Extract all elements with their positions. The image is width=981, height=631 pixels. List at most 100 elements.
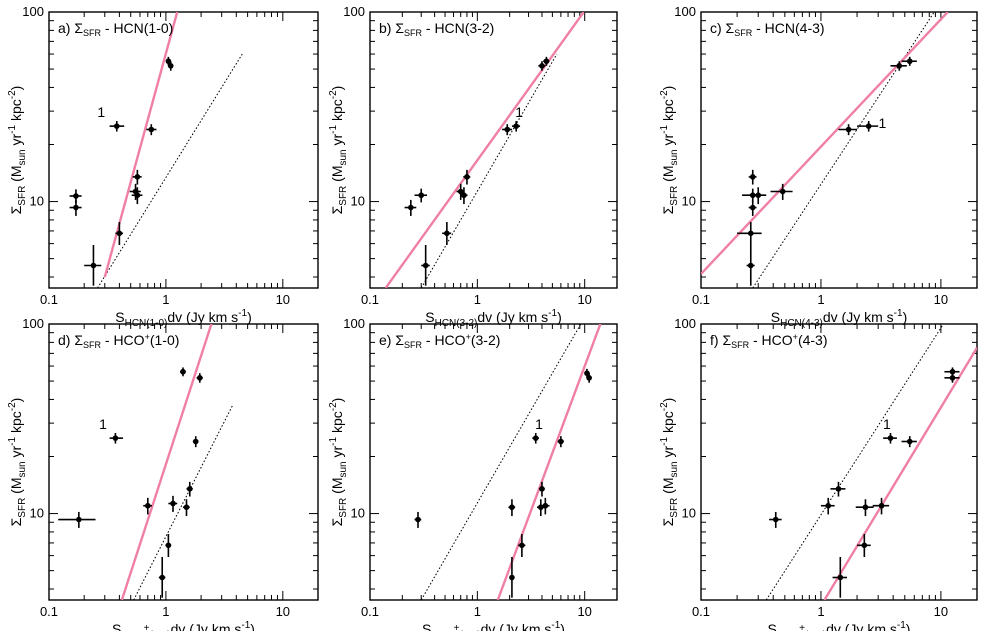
point-marker xyxy=(165,58,172,65)
point-marker xyxy=(134,192,141,199)
data-point xyxy=(518,534,526,558)
data-point xyxy=(109,433,124,444)
plot-frame xyxy=(48,11,319,289)
data-point xyxy=(944,373,960,383)
point-marker xyxy=(183,504,190,511)
data-point xyxy=(586,373,592,383)
point-marker xyxy=(779,188,786,195)
point-marker xyxy=(192,438,199,445)
data-point xyxy=(131,187,143,205)
data-point xyxy=(132,169,142,185)
point-marker xyxy=(167,63,174,69)
point-marker xyxy=(112,435,119,441)
fit-line xyxy=(701,12,949,275)
point-marker xyxy=(461,192,467,199)
point-marker xyxy=(415,516,421,523)
data-point xyxy=(511,121,521,132)
data-point xyxy=(414,188,428,203)
data-point xyxy=(84,245,102,286)
point-marker xyxy=(772,516,779,523)
x-axis-label: SHCO+(4-3)dv (Jy km s-1) xyxy=(768,620,911,631)
point-marker xyxy=(825,502,832,509)
point-annotation: 1 xyxy=(535,416,543,432)
fit-line xyxy=(103,12,179,278)
data-point xyxy=(508,499,516,517)
fit-line xyxy=(496,324,602,600)
x-tick-label: 10 xyxy=(934,292,948,307)
data-point xyxy=(192,436,199,448)
point-marker xyxy=(558,438,564,445)
data-point xyxy=(557,436,564,448)
point-marker xyxy=(170,500,176,507)
point-marker xyxy=(504,126,511,133)
data-point xyxy=(901,436,917,448)
data-point xyxy=(143,497,152,515)
data-point xyxy=(165,534,172,558)
plot-frame xyxy=(369,323,618,601)
data-point xyxy=(167,61,174,71)
data-point xyxy=(890,61,907,71)
fit-line xyxy=(384,12,585,288)
data-point xyxy=(832,557,848,598)
data-point xyxy=(538,61,546,71)
data-point xyxy=(168,495,178,512)
data-point xyxy=(883,433,897,444)
y-tick-label: 100 xyxy=(343,4,365,19)
y-axis-label: ΣSFR (Msun yr-1 kpc-2) xyxy=(7,86,28,215)
x-tick-label: 1 xyxy=(817,292,824,307)
data-point xyxy=(158,557,166,598)
data-point xyxy=(69,189,82,204)
data-point xyxy=(857,121,879,132)
x-tick-label: 1 xyxy=(162,292,169,307)
y-tick-label: 100 xyxy=(674,316,696,331)
point-marker xyxy=(532,435,539,441)
y-tick-label: 10 xyxy=(351,506,365,521)
point-marker xyxy=(835,486,842,492)
panel-a: 0.1 1 10 10 100 1 a) ΣSFR - HCN(1-0) SHCN(1-0)d… xyxy=(7,4,319,329)
data-point xyxy=(460,187,468,205)
data-point xyxy=(442,222,452,246)
y-axis-label: ΣSFR (Msun yr-1 kpc-2) xyxy=(659,398,680,527)
point-marker xyxy=(197,375,203,381)
point-marker xyxy=(186,486,193,492)
data-point xyxy=(404,199,417,216)
point-marker xyxy=(749,174,756,180)
data-point xyxy=(421,245,430,286)
x-tick-label: 0.1 xyxy=(40,292,58,307)
data-point xyxy=(186,481,193,497)
point-marker xyxy=(543,58,550,65)
data-point xyxy=(538,481,545,497)
reference-line xyxy=(133,405,233,600)
panel-title: b) ΣSFR - HCN(3-2) xyxy=(379,20,494,38)
point-marker xyxy=(90,262,97,269)
point-marker xyxy=(73,193,79,199)
point-marker xyxy=(148,126,155,133)
point-marker xyxy=(861,542,868,549)
point-marker xyxy=(862,504,869,511)
data-point xyxy=(115,222,124,246)
point-marker xyxy=(457,188,464,195)
point-marker xyxy=(586,375,592,381)
point-marker xyxy=(180,368,186,375)
point-annotation: 1 xyxy=(878,115,886,131)
point-marker xyxy=(837,574,844,581)
data-point xyxy=(820,497,835,515)
point-annotation: 1 xyxy=(97,104,105,120)
x-tick-label: 10 xyxy=(577,292,591,307)
data-point xyxy=(109,121,125,132)
data-point xyxy=(855,499,874,517)
point-marker xyxy=(513,123,519,129)
point-marker xyxy=(539,486,545,492)
panel-title: c) ΣSFR - HCN(4-3) xyxy=(710,20,825,38)
x-tick-label: 1 xyxy=(474,604,481,619)
data-point xyxy=(146,124,157,136)
y-axis-label: ΣSFR (Msun yr-1 kpc-2) xyxy=(328,398,349,527)
x-axis-label: SHCN(1-0)dv (Jy km s-1) xyxy=(115,308,251,329)
point-marker xyxy=(422,262,429,269)
fit-line xyxy=(823,347,977,600)
y-tick-label: 10 xyxy=(682,194,696,209)
data-point xyxy=(509,557,515,598)
data-point xyxy=(748,199,757,216)
data-point xyxy=(830,481,846,497)
point-marker xyxy=(418,192,425,199)
